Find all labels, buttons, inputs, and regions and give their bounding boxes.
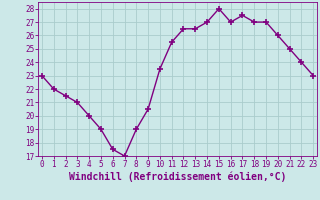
X-axis label: Windchill (Refroidissement éolien,°C): Windchill (Refroidissement éolien,°C)	[69, 172, 286, 182]
